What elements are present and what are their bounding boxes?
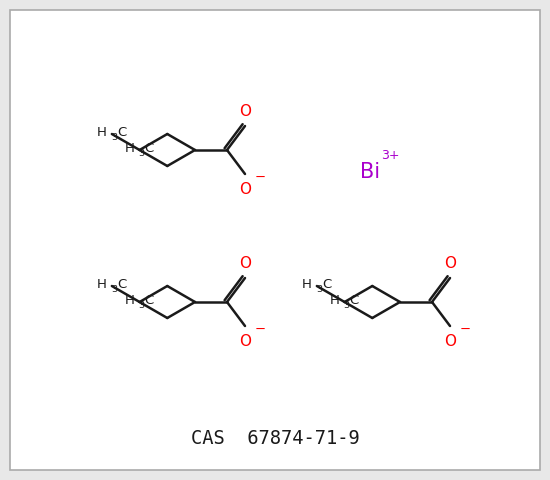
Text: H: H xyxy=(125,142,135,155)
Text: 3: 3 xyxy=(139,148,145,157)
Text: H: H xyxy=(302,277,312,290)
Text: C: C xyxy=(117,277,126,290)
Text: 3: 3 xyxy=(111,132,117,142)
Text: 3: 3 xyxy=(139,300,145,310)
Text: O: O xyxy=(239,334,251,349)
Text: 3: 3 xyxy=(344,300,350,310)
Text: −: − xyxy=(255,170,266,183)
Text: O: O xyxy=(444,256,456,271)
Text: O: O xyxy=(239,256,251,271)
Text: C: C xyxy=(145,293,154,307)
Text: O: O xyxy=(239,182,251,197)
Text: H: H xyxy=(97,277,107,290)
Text: H: H xyxy=(125,293,135,307)
Text: −: − xyxy=(460,323,471,336)
Text: C: C xyxy=(350,293,359,307)
Text: −: − xyxy=(255,323,266,336)
Text: C: C xyxy=(322,277,331,290)
Text: C: C xyxy=(117,125,126,139)
Text: 3: 3 xyxy=(316,285,322,293)
Text: H: H xyxy=(97,125,107,139)
Text: 3+: 3+ xyxy=(381,149,399,162)
Text: 3: 3 xyxy=(111,285,117,293)
Text: O: O xyxy=(444,334,456,349)
Text: O: O xyxy=(239,104,251,119)
Text: Bi: Bi xyxy=(360,162,380,182)
Text: CAS  67874-71-9: CAS 67874-71-9 xyxy=(191,429,359,447)
Text: H: H xyxy=(329,293,339,307)
Text: C: C xyxy=(145,142,154,155)
